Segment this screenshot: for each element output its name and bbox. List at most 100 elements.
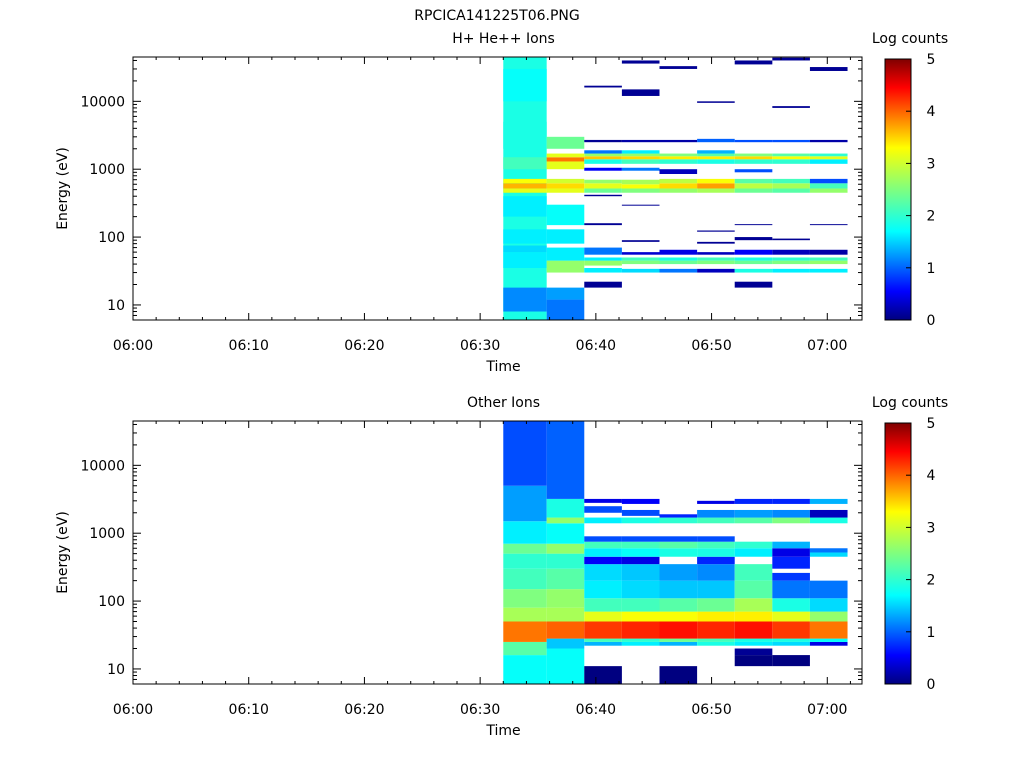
y-tick-label: 100 bbox=[98, 594, 125, 610]
heatmap-cell bbox=[659, 159, 698, 164]
heatmap-cell bbox=[503, 196, 547, 217]
heatmap-cell bbox=[734, 60, 773, 65]
plot-frame bbox=[132, 56, 863, 321]
heatmap-cell bbox=[734, 641, 773, 646]
heatmap-cell bbox=[584, 260, 622, 266]
heatmap-cell bbox=[621, 621, 660, 639]
heatmap-cell bbox=[659, 66, 698, 69]
heatmap-cell bbox=[621, 564, 660, 581]
x-tick-label: 06:30 bbox=[460, 338, 500, 354]
heatmap-cell bbox=[772, 57, 810, 61]
heatmap-cell bbox=[697, 230, 735, 232]
heatmap-cell bbox=[584, 268, 622, 273]
heatmap-cell bbox=[503, 621, 547, 642]
heatmap-cell bbox=[697, 159, 735, 164]
heatmap-cell bbox=[621, 641, 660, 646]
y-tick-label: 100 bbox=[98, 230, 125, 246]
heatmap-cell bbox=[772, 572, 810, 581]
heatmap-cell bbox=[546, 648, 585, 684]
heatmap-cell bbox=[809, 641, 848, 646]
heatmap-cell bbox=[621, 184, 660, 189]
heatmap-cell bbox=[584, 506, 622, 513]
heatmap-cell bbox=[621, 268, 660, 273]
heatmap-cell bbox=[809, 598, 848, 612]
x-tick-label: 06:50 bbox=[691, 702, 731, 718]
heatmap-cell bbox=[697, 509, 735, 518]
heatmap-cell bbox=[772, 498, 810, 504]
x-tick-label: 06:00 bbox=[113, 702, 153, 718]
heatmap-cell bbox=[734, 178, 773, 184]
heatmap-cell bbox=[503, 121, 547, 149]
heatmap-cell bbox=[584, 156, 622, 160]
heatmap-cell bbox=[809, 580, 848, 599]
heatmap-cell bbox=[659, 541, 698, 549]
heatmap-cell bbox=[772, 249, 810, 255]
colorbar-tick-label: 4 bbox=[927, 468, 936, 484]
heatmap-cell bbox=[772, 238, 810, 241]
y-tick-label: 10000 bbox=[80, 94, 125, 110]
heatmap-cell bbox=[584, 223, 622, 226]
heatmap-cell bbox=[546, 161, 585, 170]
heatmap-cell bbox=[809, 509, 848, 518]
heatmap-cell bbox=[697, 500, 735, 504]
heatmap-cell bbox=[546, 568, 585, 590]
heatmap-cell bbox=[772, 611, 810, 622]
heatmap-cell bbox=[621, 548, 660, 557]
heatmap-cell bbox=[621, 167, 660, 171]
heatmap-cell bbox=[809, 188, 848, 193]
heatmap-cell bbox=[503, 568, 547, 590]
heatmap-cell bbox=[697, 598, 735, 612]
heatmap-cell bbox=[772, 556, 810, 569]
heatmap-cell bbox=[546, 153, 585, 158]
heatmap-cell bbox=[697, 101, 735, 103]
heatmap-cell bbox=[772, 156, 810, 160]
heatmap-cell bbox=[659, 139, 698, 143]
heatmap-cell bbox=[503, 641, 547, 656]
heatmap-cell bbox=[621, 159, 660, 164]
heatmap-cell bbox=[734, 517, 773, 524]
heatmap-cell bbox=[734, 249, 773, 255]
heatmap-cell bbox=[659, 514, 698, 518]
heatmap-cell bbox=[584, 541, 622, 549]
heatmap-cell bbox=[546, 553, 585, 569]
heatmap-cell bbox=[584, 611, 622, 622]
heatmap-cell bbox=[584, 247, 622, 255]
heatmap-cell bbox=[621, 179, 660, 185]
heatmap-cell bbox=[734, 548, 773, 557]
heatmap-cell bbox=[809, 67, 848, 71]
heatmap-cell bbox=[621, 598, 660, 612]
heatmap-cell bbox=[772, 178, 810, 184]
heatmap-cell bbox=[659, 178, 698, 184]
heatmap-cell bbox=[659, 621, 698, 639]
heatmap-cell bbox=[734, 237, 773, 241]
heatmap-cell bbox=[772, 641, 810, 646]
heatmap-cell bbox=[734, 611, 773, 622]
heatmap-cell bbox=[734, 281, 773, 288]
heatmap-cell bbox=[584, 621, 622, 639]
heatmap-cell bbox=[621, 536, 660, 542]
heatmap-cell bbox=[772, 260, 810, 265]
x-tick-label: 06:30 bbox=[460, 702, 500, 718]
colorbar-tick-label: 1 bbox=[927, 261, 936, 277]
heatmap-cell bbox=[621, 580, 660, 599]
heatmap-cell bbox=[772, 621, 810, 639]
heatmap-cell bbox=[659, 517, 698, 524]
colorbar-tick-label: 2 bbox=[927, 573, 936, 589]
panel-title: Other Ions bbox=[467, 395, 540, 411]
heatmap-cell bbox=[546, 621, 585, 639]
heatmap-cell bbox=[809, 548, 848, 553]
heatmap-cell bbox=[809, 498, 848, 504]
heatmap-cell bbox=[809, 611, 848, 622]
colorbar: 0 1 2 3 4 5 Log counts bbox=[872, 395, 948, 693]
heatmap-cell bbox=[584, 179, 622, 184]
x-tick-label: 06:20 bbox=[344, 338, 384, 354]
heatmap-cell bbox=[621, 509, 660, 516]
heatmap-cell bbox=[546, 157, 585, 162]
heatmap-cell bbox=[659, 169, 698, 174]
heatmap-cell bbox=[621, 60, 660, 64]
heatmap-cell bbox=[809, 517, 848, 524]
heatmap-panel-1: H+ He++ Ions 06:00 06:10 06:20 06:30 06:40 06:… bbox=[55, 31, 948, 375]
heatmap-cell bbox=[809, 268, 848, 273]
heatmap-cell bbox=[503, 252, 547, 269]
x-tick-label: 06:40 bbox=[576, 338, 616, 354]
